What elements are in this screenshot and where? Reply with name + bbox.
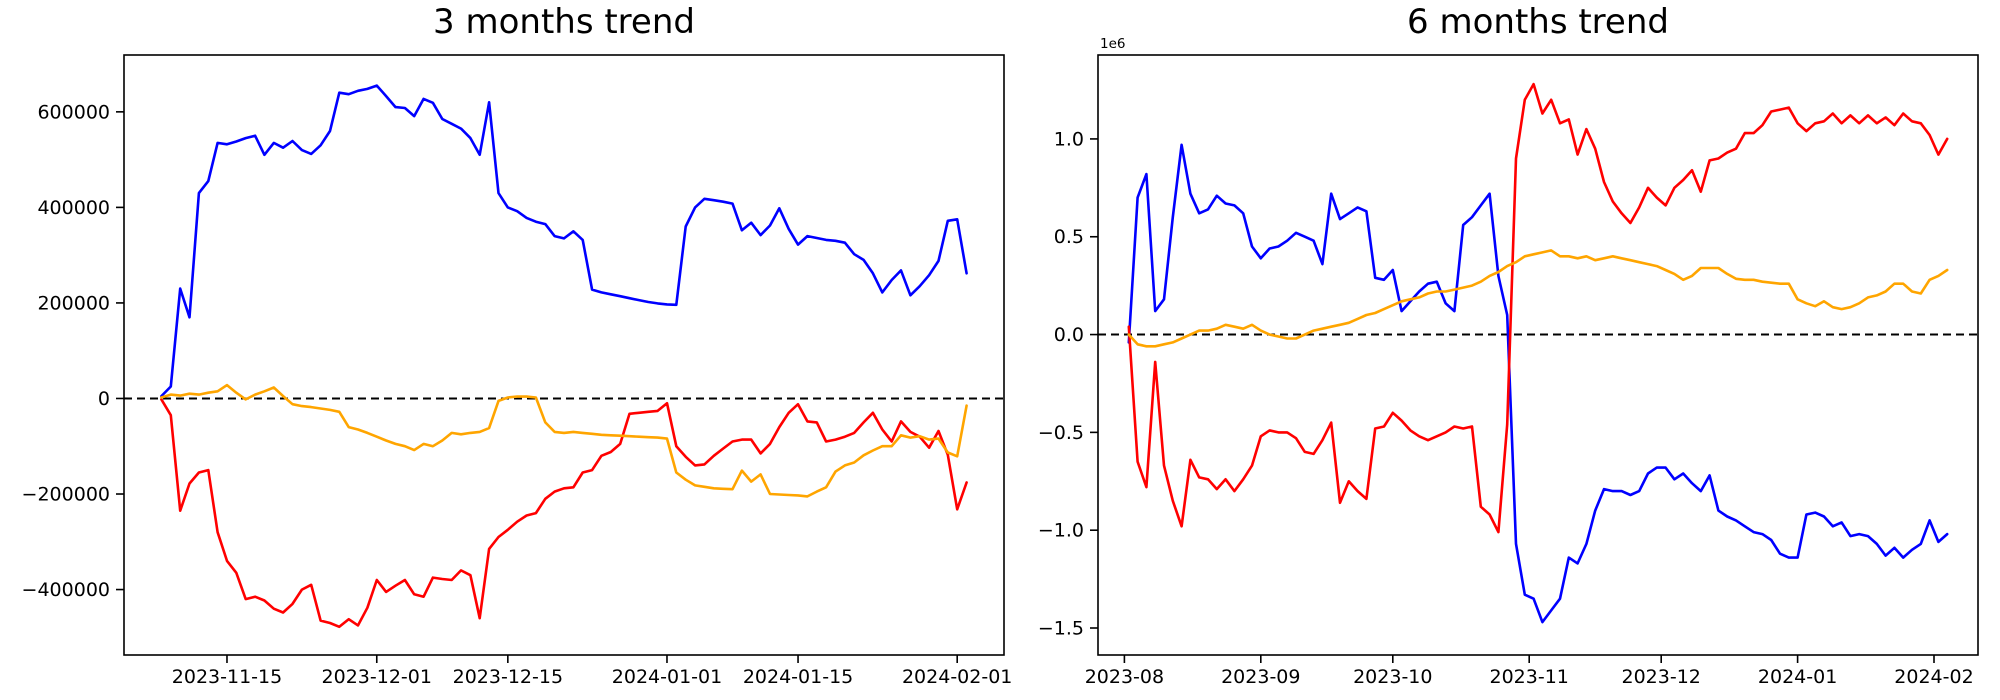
x-tick-label: 2023-11-15 [172,666,282,688]
y-tick-label: −400000 [22,579,110,601]
y-tick-label: 0 [98,388,110,410]
x-tick-label: 2024-02-01 [902,666,1012,688]
series-line-net-balance [1127,249,1949,348]
x-tick-label: 2024-01 [1758,666,1837,688]
y-tick-label: −0.5 [1038,422,1084,444]
series-line-long-exposure [1127,143,1949,624]
x-tick-label: 2023-10 [1353,666,1432,688]
chart-3-months-trend: 2023-11-15 2023-12-01 2023-12-15 2024-01-01… [22,54,1012,688]
x-tick-label: 2024-01-15 [743,666,853,688]
y-tick-label: −1.5 [1038,618,1084,640]
chart-title-3-months: 3 months trend [433,2,695,42]
x-tick-label: 2023-12-15 [453,666,563,688]
y-axis-offset-label: 1e6 [1100,36,1125,52]
y-tick-label: −200000 [22,484,110,506]
y-tick-label: 0.0 [1054,324,1084,346]
chart-title-6-months: 6 months trend [1407,2,1669,42]
x-tick-label: 2024-01-01 [612,666,722,688]
y-tick-label: −1.0 [1038,520,1084,542]
x-tick-label: 2023-12-01 [322,666,432,688]
y-tick-label: 400000 [37,197,110,219]
series-line-long-exposure [160,84,968,398]
y-tick-label: 200000 [37,292,110,314]
y-tick-label: 1.0 [1054,128,1084,150]
x-tick-label: 2023-08 [1085,666,1164,688]
chart-6-months-trend: 2023-08 2023-09 2023-10 2023-11 2023-12 2024-… [1038,36,1979,688]
x-tick-label: 2024-02 [1894,666,1973,688]
x-tick-label: 2023-11 [1490,666,1569,688]
y-tick-label: 0.5 [1054,226,1084,248]
y-tick-label: 600000 [37,101,110,123]
x-tick-label: 2023-12 [1622,666,1701,688]
series-line-short-exposure [160,398,968,629]
x-tick-label: 2023-09 [1221,666,1300,688]
series-line-net-balance [160,383,968,498]
series-line-short-exposure [1127,82,1949,534]
